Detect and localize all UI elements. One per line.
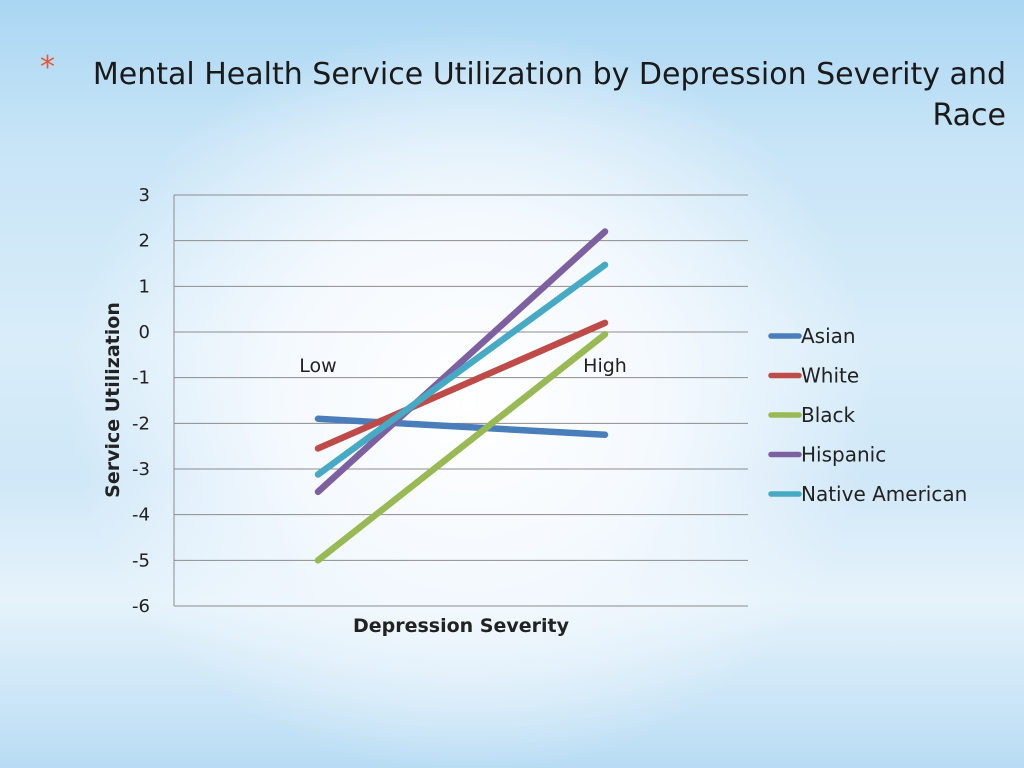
y-tick-label: -4 (132, 505, 150, 526)
series-line-white (314, 319, 609, 452)
legend-label: White (801, 364, 859, 388)
series-line-black (314, 331, 609, 564)
y-tick-label: 1 (139, 276, 150, 297)
series-line-native-american (314, 261, 609, 478)
y-tick-label: 3 (139, 185, 150, 206)
x-category-label: Low (299, 355, 336, 377)
y-tick-label: -6 (132, 596, 150, 617)
legend-label: Black (801, 403, 856, 427)
y-tick-label: -1 (132, 368, 150, 389)
legend-label: Asian (801, 324, 856, 348)
title-bullet: * (40, 50, 55, 85)
y-tick-label: 0 (139, 322, 150, 343)
y-tick-label: -3 (132, 459, 150, 480)
y-axis-title: Service Utilization (102, 302, 124, 498)
series-line-asian (314, 415, 609, 438)
slide-title: Mental Health Service Utilization by Dep… (92, 57, 1006, 133)
series-line-hispanic (314, 228, 609, 496)
x-category-label: High (583, 355, 627, 377)
y-tick-label: 2 (139, 231, 150, 252)
x-axis-title: Depression Severity (353, 615, 570, 637)
y-tick-label: -2 (132, 413, 150, 434)
legend-label: Native American (801, 482, 967, 506)
legend-label: Hispanic (801, 443, 886, 467)
y-tick-label: -5 (132, 550, 150, 571)
